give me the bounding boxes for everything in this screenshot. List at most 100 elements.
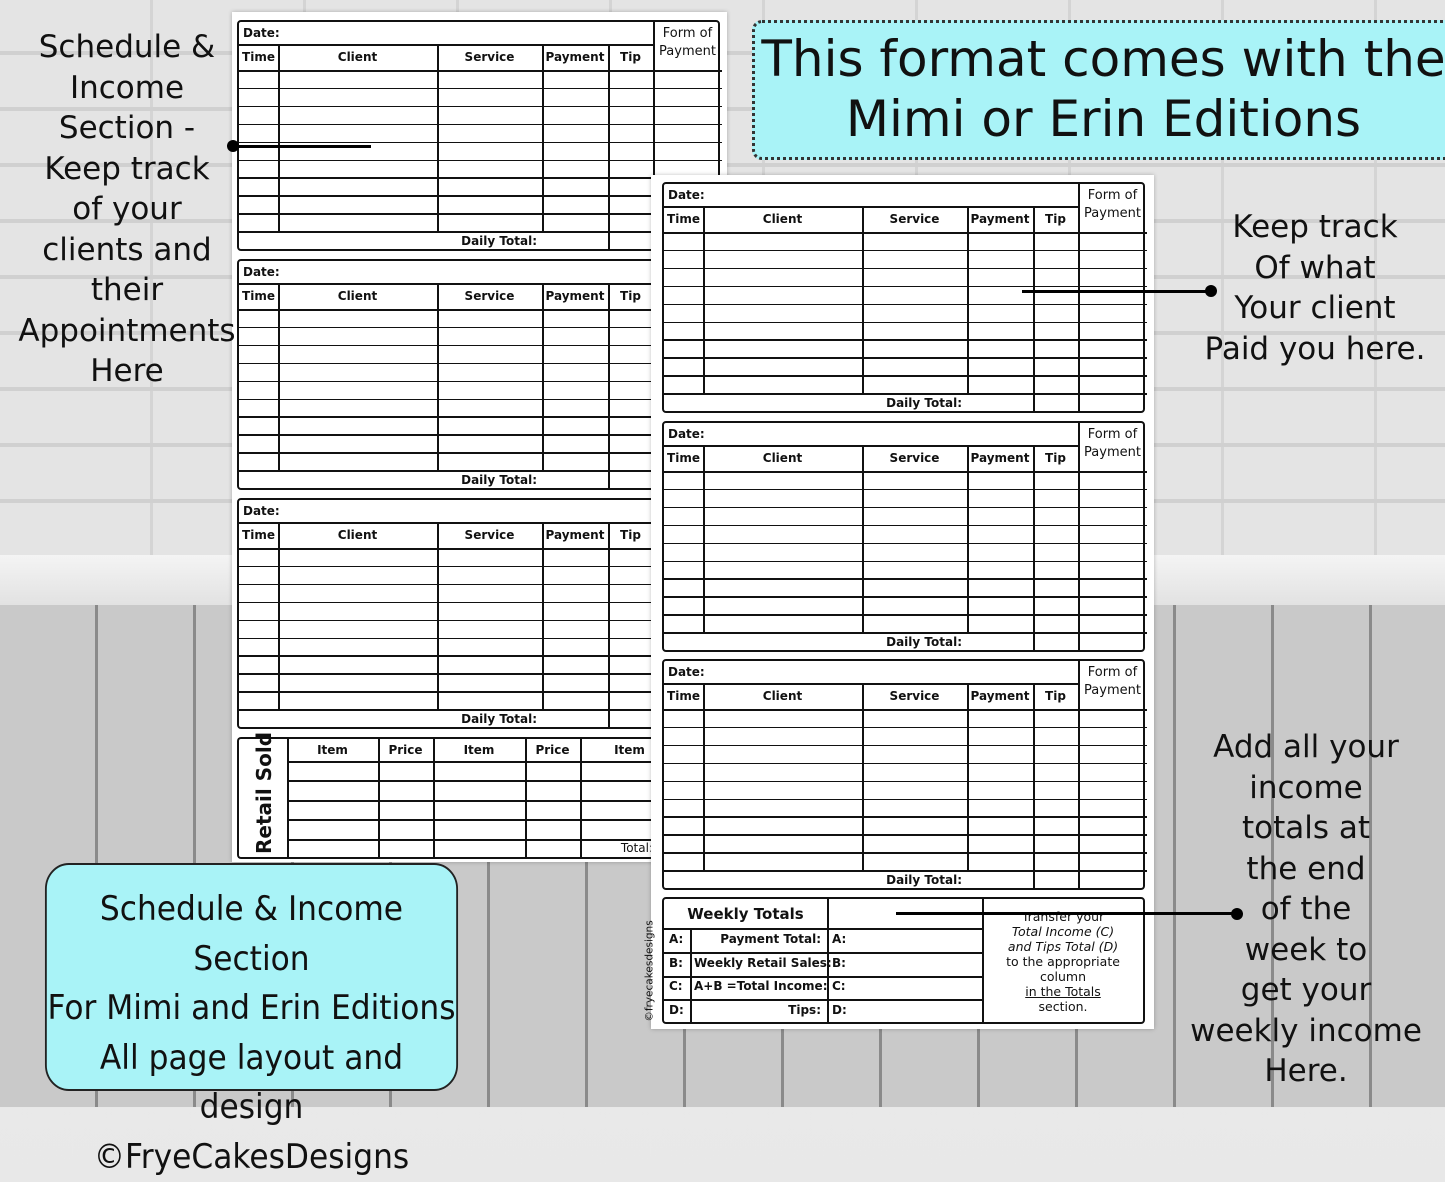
column-header: Payment: [967, 451, 1033, 465]
copyright-side-text: ©fryecakesdesigns: [644, 920, 656, 1021]
column-header: Service: [437, 289, 542, 303]
retail-column-header: Item: [433, 743, 525, 757]
weekly-row-key: C:: [669, 979, 683, 993]
row-line: [664, 763, 1147, 765]
weekly-row-key: A:: [669, 932, 683, 946]
col-line: [862, 445, 864, 632]
pointer-line-right: [1022, 290, 1211, 293]
row-line: [664, 781, 1147, 783]
column-header: Time: [239, 289, 278, 303]
daily-total-label: Daily Total:: [664, 396, 962, 410]
row-line: [664, 745, 1147, 747]
row-line: [239, 584, 722, 586]
row-line: [664, 507, 1147, 509]
row-line: [664, 357, 1147, 359]
date-label: Date:: [668, 427, 705, 441]
column-header: Payment: [542, 289, 608, 303]
date-label: Date:: [243, 504, 280, 518]
weekly-row-label: A+B =Total Income:: [694, 979, 821, 993]
weekly-row-label: Weekly Retail Sales:: [694, 956, 821, 970]
row-line: [664, 614, 1147, 616]
column-header: Service: [437, 528, 542, 542]
row-line: [664, 870, 1147, 872]
top-banner-line2: Mimi or Erin Editions: [755, 89, 1445, 149]
row-line: [239, 124, 722, 126]
row-line: [664, 489, 1147, 491]
bottom-banner-line: For Mimi and Erin Editions: [47, 984, 456, 1034]
weekly-row-key: D:: [669, 1003, 684, 1017]
row-line: [239, 327, 722, 329]
row-line: [239, 709, 722, 711]
row-line: [287, 761, 679, 763]
annotation-bottom-right: Add all your income totals at the end of…: [1180, 727, 1432, 1092]
col-line: [542, 283, 544, 470]
column-header: Tip: [608, 528, 653, 542]
bottom-banner-line: All page layout and design: [47, 1034, 456, 1133]
column-header: Payment: [542, 528, 608, 542]
row-line: [664, 543, 1147, 545]
row-line: [664, 339, 1147, 341]
col-line: [1033, 683, 1035, 888]
column-header: Time: [239, 50, 278, 64]
bottom-banner-line: ©FryeCakesDesigns: [47, 1133, 456, 1182]
divider: [239, 522, 653, 524]
column-header: Service: [437, 50, 542, 64]
row-line: [287, 780, 679, 782]
daily-total-label: Daily Total:: [239, 712, 537, 726]
col-line: [967, 206, 969, 393]
form-of-payment-header: Form of Payment: [1078, 426, 1147, 462]
daily-total-label: Daily Total:: [239, 473, 537, 487]
divider: [239, 283, 653, 285]
weekly-row-value-key: A:: [832, 932, 846, 946]
row-line: [664, 952, 982, 954]
note-line: and Tips Total (D): [982, 939, 1144, 954]
annotation-right: Keep track Of what Your client Paid you …: [1195, 207, 1435, 369]
row-line: [664, 471, 1147, 473]
row-line: [664, 727, 1147, 729]
column-header: Payment: [967, 212, 1033, 226]
row-line: [239, 381, 722, 383]
row-line: [664, 596, 1147, 598]
row-line: [239, 106, 722, 108]
column-header: Time: [664, 451, 703, 465]
row-line: [664, 799, 1147, 801]
col-line: [703, 683, 705, 870]
column-header: Client: [703, 212, 862, 226]
divider: [664, 683, 1078, 685]
column-header: Tip: [608, 50, 653, 64]
divider: [664, 445, 1078, 447]
row-line: [664, 232, 1147, 234]
retail-total-label: Total:: [580, 841, 653, 855]
col-line: [1033, 206, 1035, 411]
weekly-row-label: Payment Total:: [694, 932, 821, 946]
column-header: Service: [862, 689, 967, 703]
daily-total-label: Daily Total:: [664, 873, 962, 887]
col-line: [437, 522, 439, 709]
col-line: [608, 44, 610, 249]
row-line: [664, 322, 1147, 324]
col-line: [278, 44, 280, 231]
row-line: [239, 452, 722, 454]
note-line: to the appropriate: [982, 954, 1144, 969]
row-line: [664, 709, 1147, 711]
row-line: [239, 70, 722, 72]
pointer-line-left: [233, 145, 371, 148]
date-label: Date:: [668, 665, 705, 679]
row-line: [239, 548, 722, 550]
col-line: [608, 522, 610, 727]
column-header: Service: [862, 451, 967, 465]
col-line: [278, 522, 280, 709]
column-header: Payment: [967, 689, 1033, 703]
column-header: Tip: [1033, 689, 1078, 703]
column-header: Service: [862, 212, 967, 226]
retail-column-header: Price: [525, 743, 580, 757]
col-line: [1033, 445, 1035, 650]
